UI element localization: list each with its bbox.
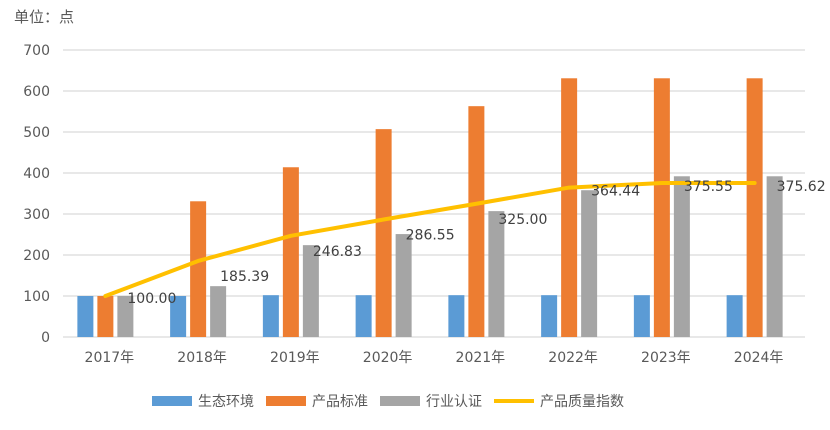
x-tick-label: 2020年 xyxy=(363,350,413,366)
bar-行业认证 xyxy=(210,286,227,337)
bar-产品标准 xyxy=(653,78,670,337)
bar-产品标准 xyxy=(375,129,392,337)
bar-生态环境 xyxy=(541,295,558,337)
bar-行业认证 xyxy=(766,176,783,337)
data-label: 286.55 xyxy=(406,228,455,244)
bar-行业认证 xyxy=(673,176,690,337)
y-tick-label: 100 xyxy=(23,289,50,305)
y-tick-label: 300 xyxy=(23,207,50,223)
data-label: 325.00 xyxy=(498,212,547,228)
bar-产品标准 xyxy=(190,201,207,337)
unit-label: 单位：点 xyxy=(14,8,74,26)
legend-swatch xyxy=(266,396,306,406)
line-产品质量指数 xyxy=(103,180,757,298)
bar-产品标准 xyxy=(746,78,763,337)
bar-生态环境 xyxy=(170,296,187,337)
x-tick-label: 2017年 xyxy=(85,350,135,366)
x-tick-label: 2024年 xyxy=(734,350,784,366)
data-label: 246.83 xyxy=(313,244,362,260)
y-tick-label: 400 xyxy=(23,166,50,182)
bar-生态环境 xyxy=(633,295,650,337)
data-label: 375.62 xyxy=(777,179,826,195)
bar-生态环境 xyxy=(262,295,279,337)
legend-label: 行业认证 xyxy=(426,394,482,410)
legend-swatch xyxy=(152,396,192,406)
bar-生态环境 xyxy=(448,295,465,337)
legend-label: 产品标准 xyxy=(312,394,368,410)
x-tick-label: 2023年 xyxy=(641,350,691,366)
bar-产品标准 xyxy=(468,106,485,337)
data-label: 185.39 xyxy=(220,269,269,285)
bar-行业认证 xyxy=(395,234,412,337)
y-tick-label: 700 xyxy=(23,43,50,59)
bar-行业认证 xyxy=(302,245,319,337)
bar-行业认证 xyxy=(488,211,505,337)
bar-产品标准 xyxy=(97,296,114,337)
y-tick-label: 0 xyxy=(41,330,50,346)
data-label: 100.00 xyxy=(127,291,176,307)
bar-生态环境 xyxy=(77,296,94,337)
bar-行业认证 xyxy=(117,296,134,337)
y-tick-label: 500 xyxy=(23,125,50,141)
data-label: 375.55 xyxy=(684,179,733,195)
bar-行业认证 xyxy=(581,190,598,337)
x-tick-label: 2022年 xyxy=(548,350,598,366)
x-tick-label: 2019年 xyxy=(270,350,320,366)
bar-生态环境 xyxy=(726,295,743,337)
bar-产品标准 xyxy=(282,167,299,337)
bar-产品标准 xyxy=(561,78,578,337)
bar-生态环境 xyxy=(355,295,372,337)
y-tick-label: 200 xyxy=(23,248,50,264)
legend-swatch xyxy=(380,396,420,406)
y-tick-label: 600 xyxy=(23,84,50,100)
data-label: 364.44 xyxy=(591,184,640,200)
legend-label: 生态环境 xyxy=(198,394,254,410)
legend-label: 产品质量指数 xyxy=(540,394,624,410)
x-tick-label: 2021年 xyxy=(456,350,506,366)
x-tick-label: 2018年 xyxy=(177,350,227,366)
